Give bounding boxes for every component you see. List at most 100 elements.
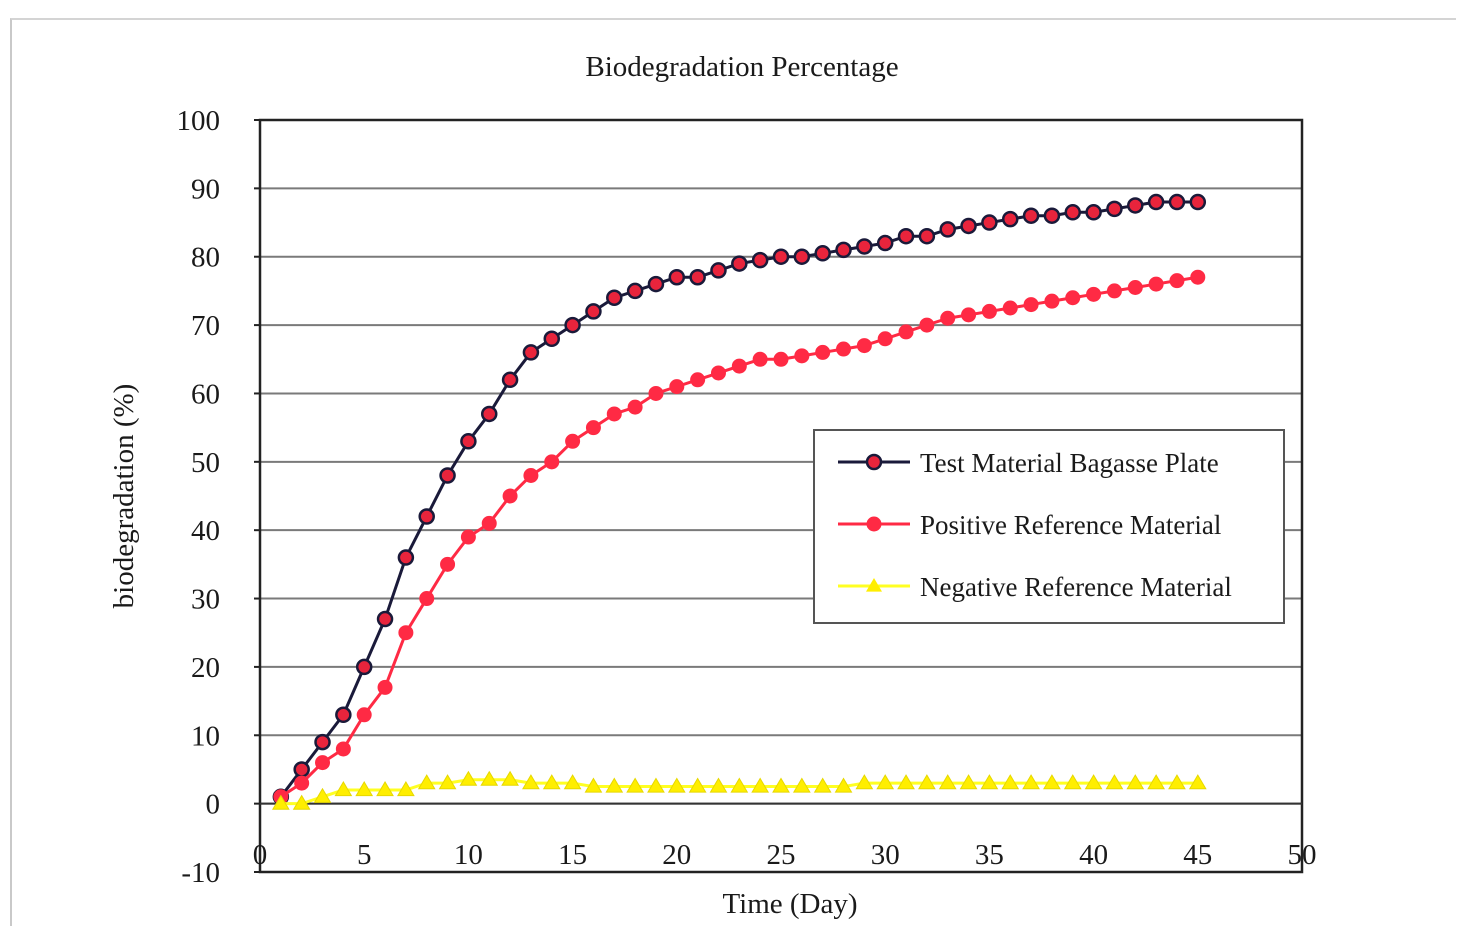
data-point xyxy=(480,405,498,423)
data-point xyxy=(938,774,957,790)
series-1 xyxy=(272,193,1207,806)
data-point xyxy=(1147,774,1165,790)
data-point xyxy=(667,777,686,793)
data-point xyxy=(1148,276,1164,292)
data-point xyxy=(918,227,936,245)
data-point xyxy=(376,780,394,797)
data-point xyxy=(689,268,706,286)
data-point xyxy=(1126,774,1145,790)
data-point xyxy=(876,234,894,252)
data-point xyxy=(523,467,539,483)
data-point xyxy=(898,324,914,340)
x-tick-label: 30 xyxy=(871,839,900,871)
y-tick-label: 30 xyxy=(191,584,220,616)
data-point xyxy=(1065,290,1081,306)
data-point xyxy=(815,344,831,360)
data-point xyxy=(919,317,935,333)
data-point xyxy=(419,591,435,607)
data-point xyxy=(1106,283,1122,299)
data-point xyxy=(501,371,519,389)
data-point xyxy=(1127,279,1143,295)
legend-swatch-marker xyxy=(865,453,883,471)
data-point xyxy=(731,255,748,272)
y-tick-label: -10 xyxy=(181,857,220,889)
data-point xyxy=(315,755,331,771)
data-point xyxy=(355,658,373,676)
data-point xyxy=(1188,774,1207,790)
x-tick-label: 0 xyxy=(253,839,268,871)
data-point xyxy=(417,774,436,790)
data-point xyxy=(543,330,561,348)
chart-title: Biodegradation Percentage xyxy=(585,51,898,83)
data-point xyxy=(1043,207,1061,224)
data-point xyxy=(772,248,790,265)
data-point xyxy=(1189,193,1207,211)
x-tick-label: 45 xyxy=(1183,839,1212,871)
data-point xyxy=(1022,207,1040,224)
x-tick-label: 40 xyxy=(1079,839,1108,871)
data-point xyxy=(1022,774,1040,790)
legend-item: Negative Reference Material xyxy=(838,572,1232,602)
data-point xyxy=(940,310,956,326)
legend-item: Positive Reference Material xyxy=(838,510,1221,540)
data-point xyxy=(794,348,810,364)
data-point xyxy=(1127,197,1144,214)
legend-label: Positive Reference Material xyxy=(920,510,1221,540)
data-point xyxy=(959,774,978,790)
x-tick-label: 50 xyxy=(1288,839,1317,871)
data-point xyxy=(980,774,999,790)
x-axis-label: Time (Day) xyxy=(722,888,857,920)
data-point xyxy=(709,777,728,793)
data-point xyxy=(1105,774,1124,790)
legend-label: Test Material Bagasse Plate xyxy=(920,448,1219,478)
data-point xyxy=(897,227,915,245)
series-3 xyxy=(271,770,1207,810)
data-point xyxy=(918,774,936,790)
x-tick-label: 5 xyxy=(357,839,372,871)
data-point xyxy=(752,351,768,367)
data-point xyxy=(1168,193,1186,211)
data-point xyxy=(1044,293,1060,309)
data-point xyxy=(836,341,852,357)
data-point xyxy=(751,777,770,793)
data-point xyxy=(356,707,372,723)
data-point xyxy=(292,794,311,810)
data-point xyxy=(481,515,497,531)
legend-swatch-marker xyxy=(866,578,882,592)
data-point xyxy=(544,454,560,470)
data-point xyxy=(459,770,478,786)
data-point xyxy=(438,774,457,790)
data-point xyxy=(460,433,477,450)
data-point xyxy=(1063,774,1082,790)
data-point xyxy=(606,406,622,422)
data-point xyxy=(939,221,956,238)
data-point xyxy=(1001,774,1020,790)
y-tick-label: 60 xyxy=(191,378,220,410)
data-point xyxy=(314,733,331,751)
legend-swatch-marker xyxy=(866,516,882,532)
y-tick-label: 90 xyxy=(191,173,220,205)
data-point xyxy=(563,774,582,790)
data-point xyxy=(626,282,644,300)
y-tick-label: 70 xyxy=(191,310,220,342)
y-tick-label: 0 xyxy=(206,789,221,821)
data-point xyxy=(813,777,832,793)
y-tick-label: 80 xyxy=(191,242,220,274)
series-2 xyxy=(273,269,1206,805)
data-point xyxy=(293,761,310,778)
legend-label: Negative Reference Material xyxy=(920,572,1232,602)
data-point xyxy=(1001,210,1019,228)
data-point xyxy=(710,262,727,279)
data-point xyxy=(731,358,747,374)
data-point xyxy=(335,706,352,724)
data-point xyxy=(856,238,873,255)
data-point xyxy=(585,303,602,320)
data-point xyxy=(1064,204,1082,221)
data-point xyxy=(585,420,601,436)
data-point xyxy=(313,787,332,803)
data-point xyxy=(751,251,769,269)
data-point xyxy=(606,289,623,306)
data-point xyxy=(710,365,726,381)
data-point xyxy=(584,777,603,793)
data-point xyxy=(793,248,811,265)
